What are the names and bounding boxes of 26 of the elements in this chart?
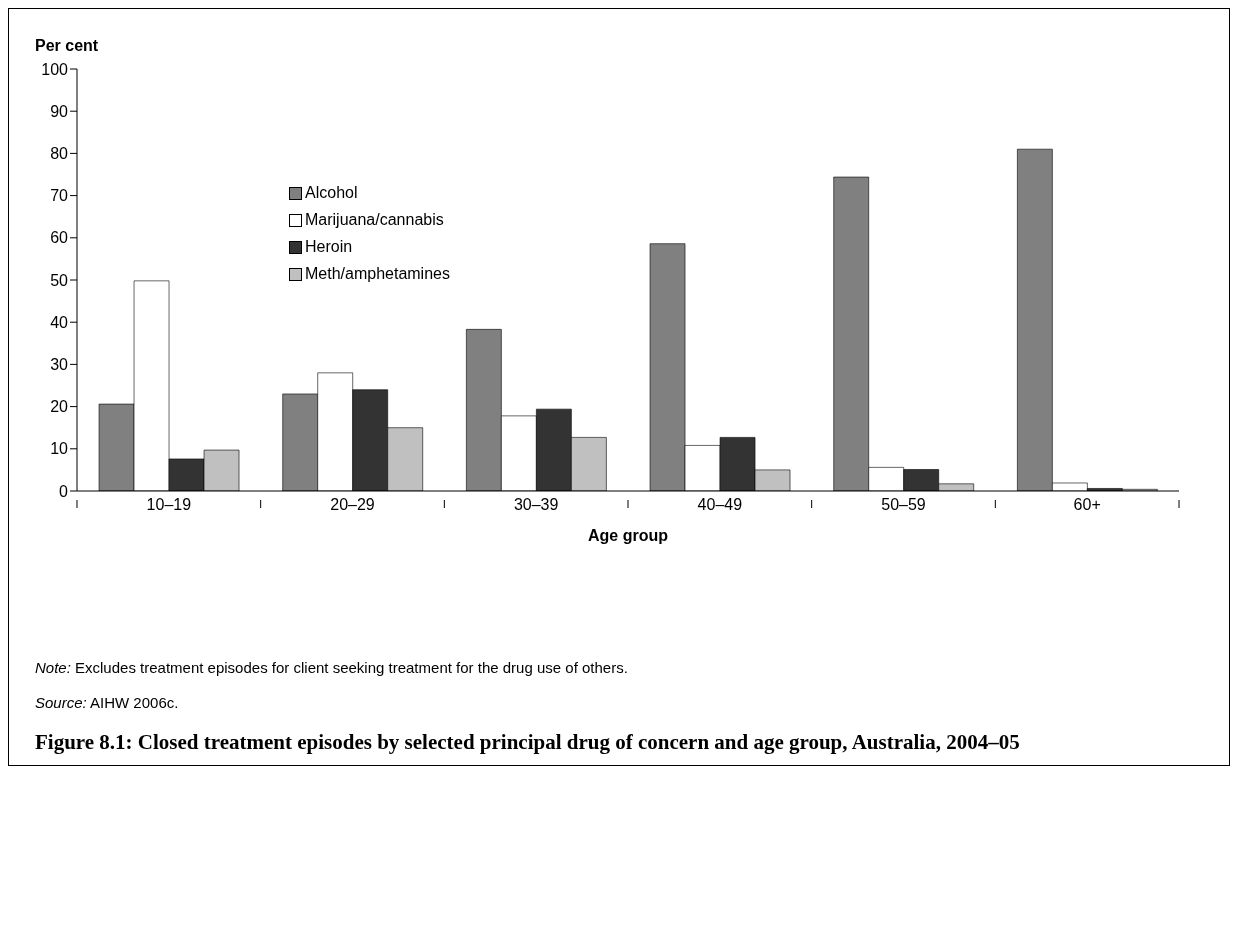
legend-label: Alcohol [305, 184, 358, 202]
y-tick-label: 90 [50, 102, 69, 120]
legend-label: Meth/amphetamines [305, 265, 450, 283]
source-note: Source: AIHW 2006c. [35, 694, 179, 711]
legend-label: Marijuana/cannabis [305, 211, 444, 229]
y-tick-label: 40 [50, 313, 69, 331]
y-axis-title: Per cent [35, 37, 99, 55]
x-axis-title: Age group [588, 527, 669, 544]
x-tick-label: 20–29 [330, 496, 375, 514]
y-tick-label: 80 [50, 145, 69, 163]
x-tick-label: 60+ [1073, 496, 1101, 514]
y-tick-label: 70 [50, 187, 69, 205]
y-tick-label: 20 [50, 398, 69, 416]
text: Note: Excludes treatment episodes for client seeking treatment for the drug use of others. [35, 659, 628, 676]
x-tick-label: 30–39 [513, 496, 559, 514]
y-tick-label: 60 [50, 229, 69, 247]
y-tick-label: 0 [59, 482, 69, 500]
y-tick-label: 10 [50, 440, 69, 458]
x-tick-label: 50–59 [881, 496, 926, 514]
y-tick-label: 100 [41, 60, 69, 78]
legend-label: Heroin [305, 238, 353, 256]
y-tick-label: 50 [50, 271, 69, 289]
y-tick-label: 30 [50, 356, 69, 374]
x-tick-label: 40–49 [697, 496, 743, 514]
x-tick-label: 10–19 [146, 496, 192, 514]
text: Figure 8.1: Closed treatment episodes by selected principal drug of concern and age group, Australia, 2004–05 [35, 729, 1021, 756]
